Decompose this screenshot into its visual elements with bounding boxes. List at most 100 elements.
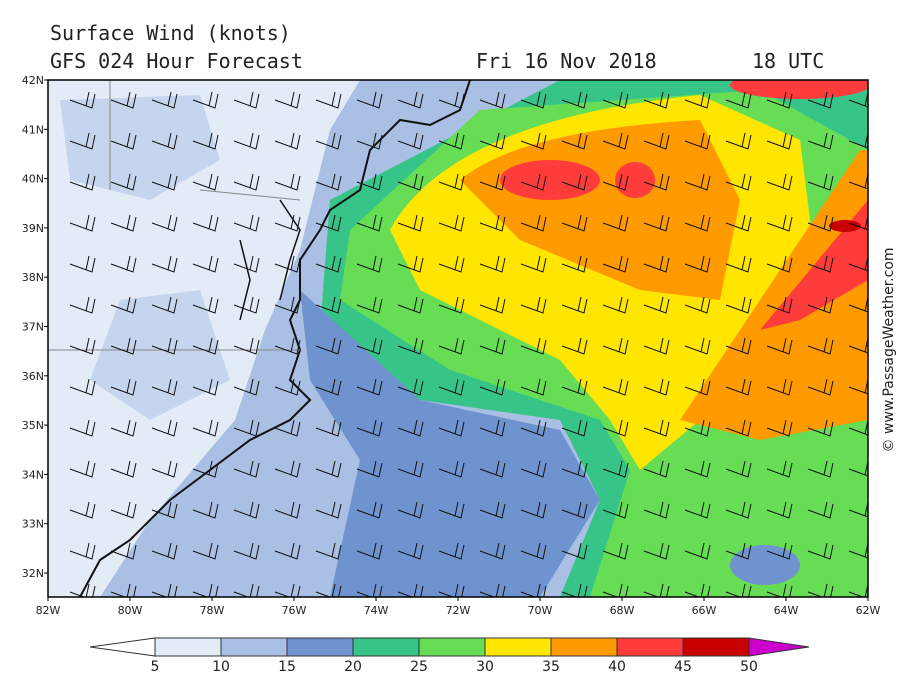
wind-barb	[192, 542, 219, 560]
wind-barb	[315, 501, 342, 519]
wind-barb	[192, 419, 219, 437]
wind-barb	[643, 91, 670, 109]
wind-barb	[110, 583, 137, 597]
wind-barb	[233, 542, 260, 560]
time: 18 UTC	[752, 49, 824, 73]
wind-barb	[274, 91, 301, 109]
wind-barb	[725, 501, 752, 519]
colorbar-label: 35	[542, 659, 560, 675]
wind-barb	[233, 214, 260, 232]
wind-barb	[766, 255, 793, 273]
wind-barb	[766, 542, 793, 560]
wind-barb	[274, 214, 301, 232]
wind-barb	[438, 173, 465, 191]
wind-barb	[397, 419, 424, 437]
wind-barb	[684, 542, 711, 560]
wind-barb	[192, 214, 219, 232]
wind-barb	[274, 542, 301, 560]
colorbar-label: 15	[278, 659, 296, 675]
wind-barb	[479, 460, 506, 478]
wind-barb	[438, 501, 465, 519]
wind-barb	[684, 501, 711, 519]
wind-barb	[110, 91, 137, 109]
wind-barb	[807, 255, 834, 273]
wind-barb	[69, 583, 96, 597]
wind-barb	[69, 378, 96, 396]
wind-barb	[479, 214, 506, 232]
wind-barb	[315, 378, 342, 396]
lon-label: 76W	[282, 604, 307, 617]
wind-barb	[356, 214, 383, 232]
wind-barb	[807, 337, 834, 355]
wind-barb	[807, 419, 834, 437]
wind-barbs	[69, 91, 868, 597]
wind-barb	[766, 214, 793, 232]
wind-barb	[807, 501, 834, 519]
wind-barb	[192, 337, 219, 355]
wind-barb	[397, 91, 424, 109]
wind-barb	[602, 542, 629, 560]
colorbar-label: 45	[674, 659, 692, 675]
wind-barb	[192, 378, 219, 396]
wind-barb	[274, 255, 301, 273]
colorbar-segment	[154, 637, 222, 657]
wind-barb	[684, 419, 711, 437]
lon-label: 72W	[446, 604, 471, 617]
wind-barb	[602, 296, 629, 314]
wind-barb	[479, 542, 506, 560]
wind-barb	[151, 419, 178, 437]
wind-barb	[807, 542, 834, 560]
wind-barb	[520, 542, 547, 560]
wind-barb	[643, 378, 670, 396]
wind-barb	[397, 583, 424, 597]
date: Fri 16 Nov 2018	[476, 49, 657, 73]
wind-barb	[602, 132, 629, 150]
wind-barb	[192, 501, 219, 519]
wind-barb	[561, 173, 588, 191]
wind-barb	[192, 296, 219, 314]
lon-label: 70W	[528, 604, 553, 617]
wind-barb	[110, 337, 137, 355]
wind-barb	[315, 255, 342, 273]
wind-barb	[725, 419, 752, 437]
wind-barb	[274, 460, 301, 478]
wind-barb	[766, 91, 793, 109]
wind-barb	[479, 378, 506, 396]
wind-barb	[315, 337, 342, 355]
wind-barb	[233, 337, 260, 355]
lat-label: 36N	[22, 370, 44, 383]
lat-label: 32N	[22, 567, 44, 580]
wind-barb	[192, 583, 219, 597]
wind-barb	[602, 419, 629, 437]
wind-barb	[602, 460, 629, 478]
wind-barb	[397, 378, 424, 396]
wind-barb	[274, 173, 301, 191]
map-area	[48, 80, 868, 597]
wind-barb	[807, 214, 834, 232]
wind-barb	[684, 214, 711, 232]
colorbar-segment	[418, 637, 486, 657]
wind-barb	[643, 296, 670, 314]
wind-barb	[684, 91, 711, 109]
wind-barb	[356, 337, 383, 355]
wind-barb	[561, 214, 588, 232]
wind-barb	[110, 173, 137, 191]
wind-barb	[315, 173, 342, 191]
wind-barb	[438, 378, 465, 396]
lon-label: 74W	[364, 604, 389, 617]
wind-barb	[766, 296, 793, 314]
wind-barb	[602, 337, 629, 355]
wind-barb	[397, 255, 424, 273]
wind-barb	[315, 296, 342, 314]
wind-barb	[69, 296, 96, 314]
lat-label: 42N	[22, 74, 44, 87]
wind-barb	[69, 460, 96, 478]
wind-barb	[807, 378, 834, 396]
wind-barb	[602, 214, 629, 232]
wind-barb	[110, 460, 137, 478]
wind-barb	[438, 337, 465, 355]
wind-barb	[356, 583, 383, 597]
wind-barb	[725, 173, 752, 191]
model: GFS 024 Hour Forecast	[50, 49, 303, 73]
wind-barb	[110, 501, 137, 519]
